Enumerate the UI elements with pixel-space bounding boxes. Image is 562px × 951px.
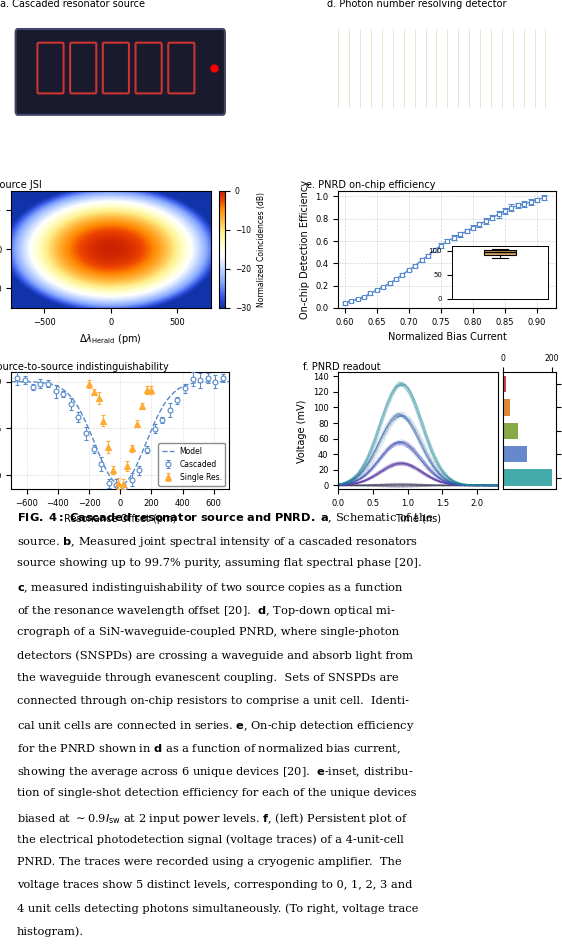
Y-axis label: Voltage (mV): Voltage (mV) bbox=[297, 399, 307, 462]
X-axis label: $\Delta\lambda_\mathrm{Herald}$ (pm): $\Delta\lambda_\mathrm{Herald}$ (pm) bbox=[79, 332, 142, 346]
Text: voltage traces show 5 distinct levels, corresponding to 0, 1, 2, 3 and: voltage traces show 5 distinct levels, c… bbox=[17, 881, 412, 890]
Bar bbox=[503, 422, 518, 439]
Text: $\bf{FIG.\ 4:}$ $\bf{Cascaded\ resonator\ source\ and\ PNRD.}$ $\bf{a}$, Schemat: $\bf{FIG.\ 4:}$ $\bf{Cascaded\ resonator… bbox=[17, 512, 434, 525]
FancyBboxPatch shape bbox=[70, 43, 96, 93]
Text: the electrical photodetection signal (voltage traces) of a 4-unit-cell: the electrical photodetection signal (vo… bbox=[17, 834, 404, 844]
Legend: Model, Cascaded, Single Res.: Model, Cascaded, Single Res. bbox=[158, 443, 225, 486]
Bar bbox=[503, 376, 506, 392]
Text: histogram).: histogram). bbox=[17, 926, 84, 937]
Y-axis label: Normalized Coincidences (dB): Normalized Coincidences (dB) bbox=[256, 192, 265, 307]
Text: source. $\bf{b}$, Measured joint spectral intensity of a cascaded resonators: source. $\bf{b}$, Measured joint spectra… bbox=[17, 534, 418, 549]
X-axis label: Normalized Bias Current: Normalized Bias Current bbox=[388, 332, 507, 342]
Text: the waveguide through evanescent coupling.  Sets of SNSPDs are: the waveguide through evanescent couplin… bbox=[17, 673, 398, 683]
Text: e. PNRD on-chip efficiency: e. PNRD on-chip efficiency bbox=[306, 180, 435, 190]
Text: PNRD. The traces were recorded using a cryogenic amplifier.  The: PNRD. The traces were recorded using a c… bbox=[17, 858, 401, 867]
Text: showing the average across 6 unique devices [20].  $\bf{e}$-inset, distribu-: showing the average across 6 unique devi… bbox=[17, 766, 413, 779]
Text: connected through on-chip resistors to comprise a unit cell.  Identi-: connected through on-chip resistors to c… bbox=[17, 696, 409, 706]
Y-axis label: On-chip Detection Efficiency: On-chip Detection Efficiency bbox=[300, 180, 310, 319]
Text: $\bf{c}$, measured indistinguishability of two source copies as a function: $\bf{c}$, measured indistinguishability … bbox=[17, 581, 404, 595]
Text: f. PNRD readout: f. PNRD readout bbox=[303, 361, 381, 372]
FancyBboxPatch shape bbox=[135, 43, 162, 93]
Text: a. Cascaded resonator source: a. Cascaded resonator source bbox=[1, 0, 146, 9]
FancyBboxPatch shape bbox=[168, 43, 194, 93]
Text: b. Source JSI: b. Source JSI bbox=[0, 180, 42, 190]
Text: 4 unit cells detecting photons simultaneously. (To right, voltage trace: 4 unit cells detecting photons simultane… bbox=[17, 903, 418, 914]
FancyBboxPatch shape bbox=[16, 29, 225, 115]
Text: tion of single-shot detection efficiency for each of the unique devices: tion of single-shot detection efficiency… bbox=[17, 788, 416, 798]
FancyBboxPatch shape bbox=[103, 43, 129, 93]
Bar bbox=[503, 446, 527, 462]
X-axis label: Time (ns): Time (ns) bbox=[395, 514, 441, 524]
Text: d. Photon number resolving detector: d. Photon number resolving detector bbox=[328, 0, 507, 9]
Text: of the resonance wavelength offset [20].  $\bf{d}$, Top-down optical mi-: of the resonance wavelength offset [20].… bbox=[17, 604, 395, 618]
FancyBboxPatch shape bbox=[38, 43, 64, 93]
X-axis label: Resonance Offset (pm): Resonance Offset (pm) bbox=[64, 514, 176, 524]
Text: crograph of a SiN-waveguide-coupled PNRD, where single-photon: crograph of a SiN-waveguide-coupled PNRD… bbox=[17, 627, 399, 637]
Text: source showing up to 99.7% purity, assuming flat spectral phase [20].: source showing up to 99.7% purity, assum… bbox=[17, 558, 422, 568]
Text: detectors (SNSPDs) are crossing a waveguide and absorb light from: detectors (SNSPDs) are crossing a wavegu… bbox=[17, 650, 413, 661]
Text: biased at $\sim$0.9$I_\mathrm{sw}$ at 2 input power levels. $\bf{f}$, (left) Per: biased at $\sim$0.9$I_\mathrm{sw}$ at 2 … bbox=[17, 811, 407, 826]
Text: cal unit cells are connected in series. $\bf{e}$, On-chip detection efficiency: cal unit cells are connected in series. … bbox=[17, 719, 414, 733]
Bar bbox=[503, 399, 510, 416]
Text: for the PNRD shown in $\bf{d}$ as a function of normalized bias current,: for the PNRD shown in $\bf{d}$ as a func… bbox=[17, 742, 401, 756]
Text: c. Source-to-source indistinguishability: c. Source-to-source indistinguishability bbox=[0, 361, 168, 372]
Bar bbox=[503, 470, 551, 486]
